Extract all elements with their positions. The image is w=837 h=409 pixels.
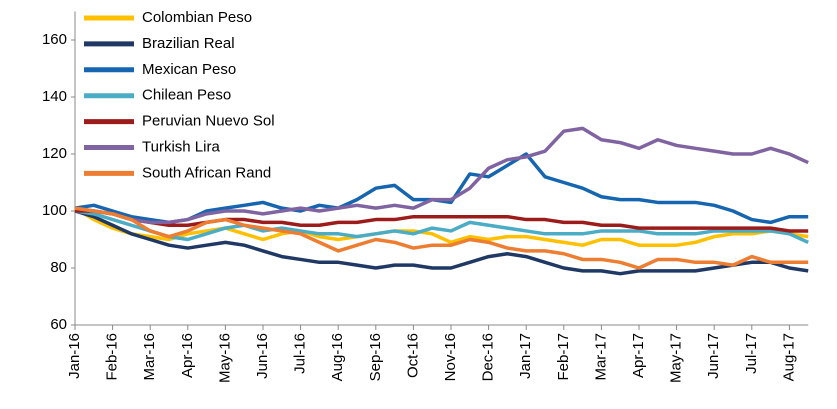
x-tick-label: Jan-17 [517, 333, 534, 379]
series-line [75, 209, 809, 233]
series-line [74, 126, 809, 225]
series-line [74, 209, 809, 276]
legend-label: South African Rand [142, 164, 271, 181]
series-line [74, 209, 809, 244]
x-tick-label: May-17 [668, 333, 685, 383]
legend-label: Mexican Peso [142, 61, 236, 78]
series-line [74, 206, 809, 270]
y-tick-label: 140 [42, 88, 67, 105]
x-tick-label: Mar-17 [592, 333, 609, 381]
x-tick-label: Jul-17 [743, 333, 760, 374]
legend-label: Peruvian Nuevo Sol [142, 113, 275, 130]
x-tick-label: Apr-16 [179, 333, 196, 378]
x-tick-label: Jun-17 [705, 333, 722, 379]
x-tick-label: Feb-17 [555, 333, 572, 381]
legend-label: Turkish Lira [142, 138, 220, 155]
x-tick-label: Jun-16 [254, 333, 271, 379]
x-tick-label: Aug-16 [329, 333, 346, 381]
series-line [74, 206, 809, 247]
legend-label: Colombian Peso [142, 9, 252, 26]
legend-label: Chilean Peso [142, 87, 231, 104]
y-tick-label: 100 [42, 202, 67, 219]
x-tick-label: Jul-16 [292, 333, 309, 374]
x-tick-label: Feb-16 [104, 333, 121, 381]
x-tick-label: May-16 [216, 333, 233, 383]
x-tick-label: Mar-16 [141, 333, 158, 381]
x-tick-label: Dec-16 [480, 333, 497, 381]
y-tick-label: 120 [42, 145, 67, 162]
x-tick-label: Jan-16 [66, 333, 83, 379]
x-tick-label: Sep-16 [367, 333, 384, 381]
y-tick-label: 160 [42, 31, 67, 48]
x-tick-label: Aug-17 [780, 333, 797, 381]
x-tick-label: Oct-16 [404, 333, 421, 378]
y-tick-label: 60 [50, 316, 67, 333]
x-tick-label: Apr-17 [630, 333, 647, 378]
y-tick-label: 80 [50, 259, 67, 276]
legend-label: Brazilian Real [142, 35, 235, 52]
x-tick-label: Nov-16 [442, 333, 459, 381]
